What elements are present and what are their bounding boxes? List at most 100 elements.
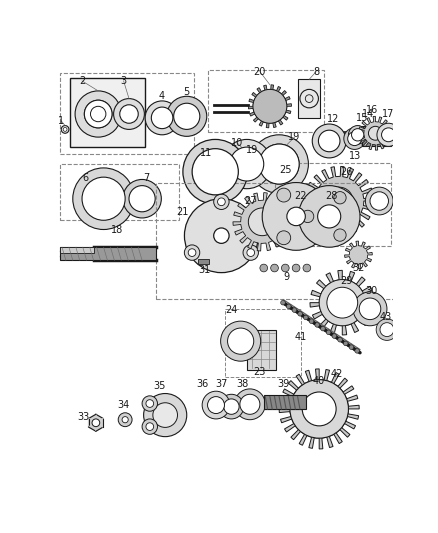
Circle shape (63, 127, 67, 131)
Circle shape (327, 287, 358, 318)
Text: 29: 29 (340, 276, 352, 286)
Bar (60, 164, 179, 220)
Bar (298, 79, 320, 118)
Circle shape (302, 392, 336, 426)
Circle shape (292, 308, 297, 312)
Text: 14: 14 (362, 109, 374, 119)
Circle shape (349, 345, 354, 350)
Circle shape (326, 330, 331, 335)
Text: 20: 20 (254, 67, 266, 77)
Circle shape (321, 326, 325, 331)
Circle shape (120, 105, 138, 123)
Circle shape (219, 394, 244, 419)
Circle shape (214, 194, 229, 209)
Circle shape (292, 264, 300, 272)
Circle shape (240, 394, 260, 414)
Text: 9: 9 (284, 272, 290, 282)
Bar (60, 247, 156, 260)
Circle shape (338, 337, 343, 342)
Circle shape (73, 168, 134, 230)
Circle shape (259, 144, 299, 184)
Circle shape (312, 124, 346, 158)
Circle shape (183, 140, 247, 204)
Bar (60, 247, 94, 253)
Circle shape (305, 95, 313, 102)
Circle shape (377, 123, 400, 147)
Circle shape (287, 151, 295, 159)
Bar (225, 309, 301, 377)
Circle shape (122, 417, 128, 423)
Circle shape (259, 144, 299, 184)
Text: 4: 4 (159, 91, 165, 101)
Circle shape (214, 228, 229, 244)
Circle shape (355, 349, 360, 353)
Circle shape (222, 140, 272, 189)
Circle shape (359, 298, 381, 320)
Circle shape (381, 128, 396, 142)
Text: 30: 30 (365, 286, 378, 296)
Circle shape (228, 328, 254, 354)
Polygon shape (304, 166, 374, 236)
Circle shape (287, 207, 305, 225)
Bar (156, 183, 410, 299)
Polygon shape (96, 418, 103, 427)
Circle shape (348, 132, 361, 146)
Bar (264, 395, 306, 409)
Circle shape (202, 391, 230, 419)
Bar (198, 259, 209, 264)
Circle shape (221, 321, 261, 361)
Circle shape (380, 322, 394, 336)
Circle shape (286, 304, 291, 309)
Circle shape (368, 126, 382, 140)
Text: 5: 5 (184, 87, 190, 96)
Text: 23: 23 (254, 367, 266, 377)
Polygon shape (233, 192, 291, 251)
Circle shape (167, 96, 207, 136)
Circle shape (271, 146, 279, 154)
Bar (60, 73, 194, 154)
Circle shape (188, 249, 196, 256)
Bar (208, 70, 324, 132)
Circle shape (304, 315, 308, 320)
Polygon shape (96, 423, 103, 431)
Text: 7: 7 (144, 173, 150, 183)
Text: 32: 32 (352, 263, 365, 273)
Circle shape (224, 399, 239, 414)
Circle shape (75, 91, 121, 137)
Circle shape (144, 393, 187, 437)
Circle shape (281, 301, 285, 305)
Text: 39: 39 (277, 378, 289, 389)
Text: 38: 38 (236, 378, 248, 389)
Circle shape (129, 185, 155, 212)
Circle shape (349, 126, 367, 144)
Circle shape (85, 100, 112, 128)
Text: 8: 8 (313, 67, 319, 77)
Text: 28: 28 (325, 191, 338, 201)
Circle shape (208, 397, 224, 414)
Circle shape (234, 389, 265, 419)
Polygon shape (96, 414, 103, 423)
Circle shape (318, 205, 341, 228)
Polygon shape (248, 85, 291, 128)
Circle shape (82, 177, 125, 220)
Circle shape (282, 264, 289, 272)
Circle shape (352, 128, 364, 141)
Text: 34: 34 (117, 400, 130, 410)
Text: 6: 6 (82, 173, 88, 183)
Circle shape (334, 191, 346, 204)
Circle shape (290, 379, 349, 438)
Circle shape (280, 174, 287, 182)
Circle shape (192, 149, 238, 195)
Circle shape (277, 188, 291, 202)
Circle shape (146, 400, 154, 407)
Text: 13: 13 (349, 151, 361, 161)
Polygon shape (345, 241, 372, 269)
Text: 25: 25 (279, 165, 292, 175)
Text: 24: 24 (225, 305, 237, 316)
Circle shape (153, 403, 177, 427)
Circle shape (151, 107, 173, 128)
Polygon shape (88, 414, 96, 423)
Circle shape (334, 229, 346, 241)
Text: 41: 41 (295, 332, 307, 342)
Text: 21: 21 (177, 207, 189, 217)
